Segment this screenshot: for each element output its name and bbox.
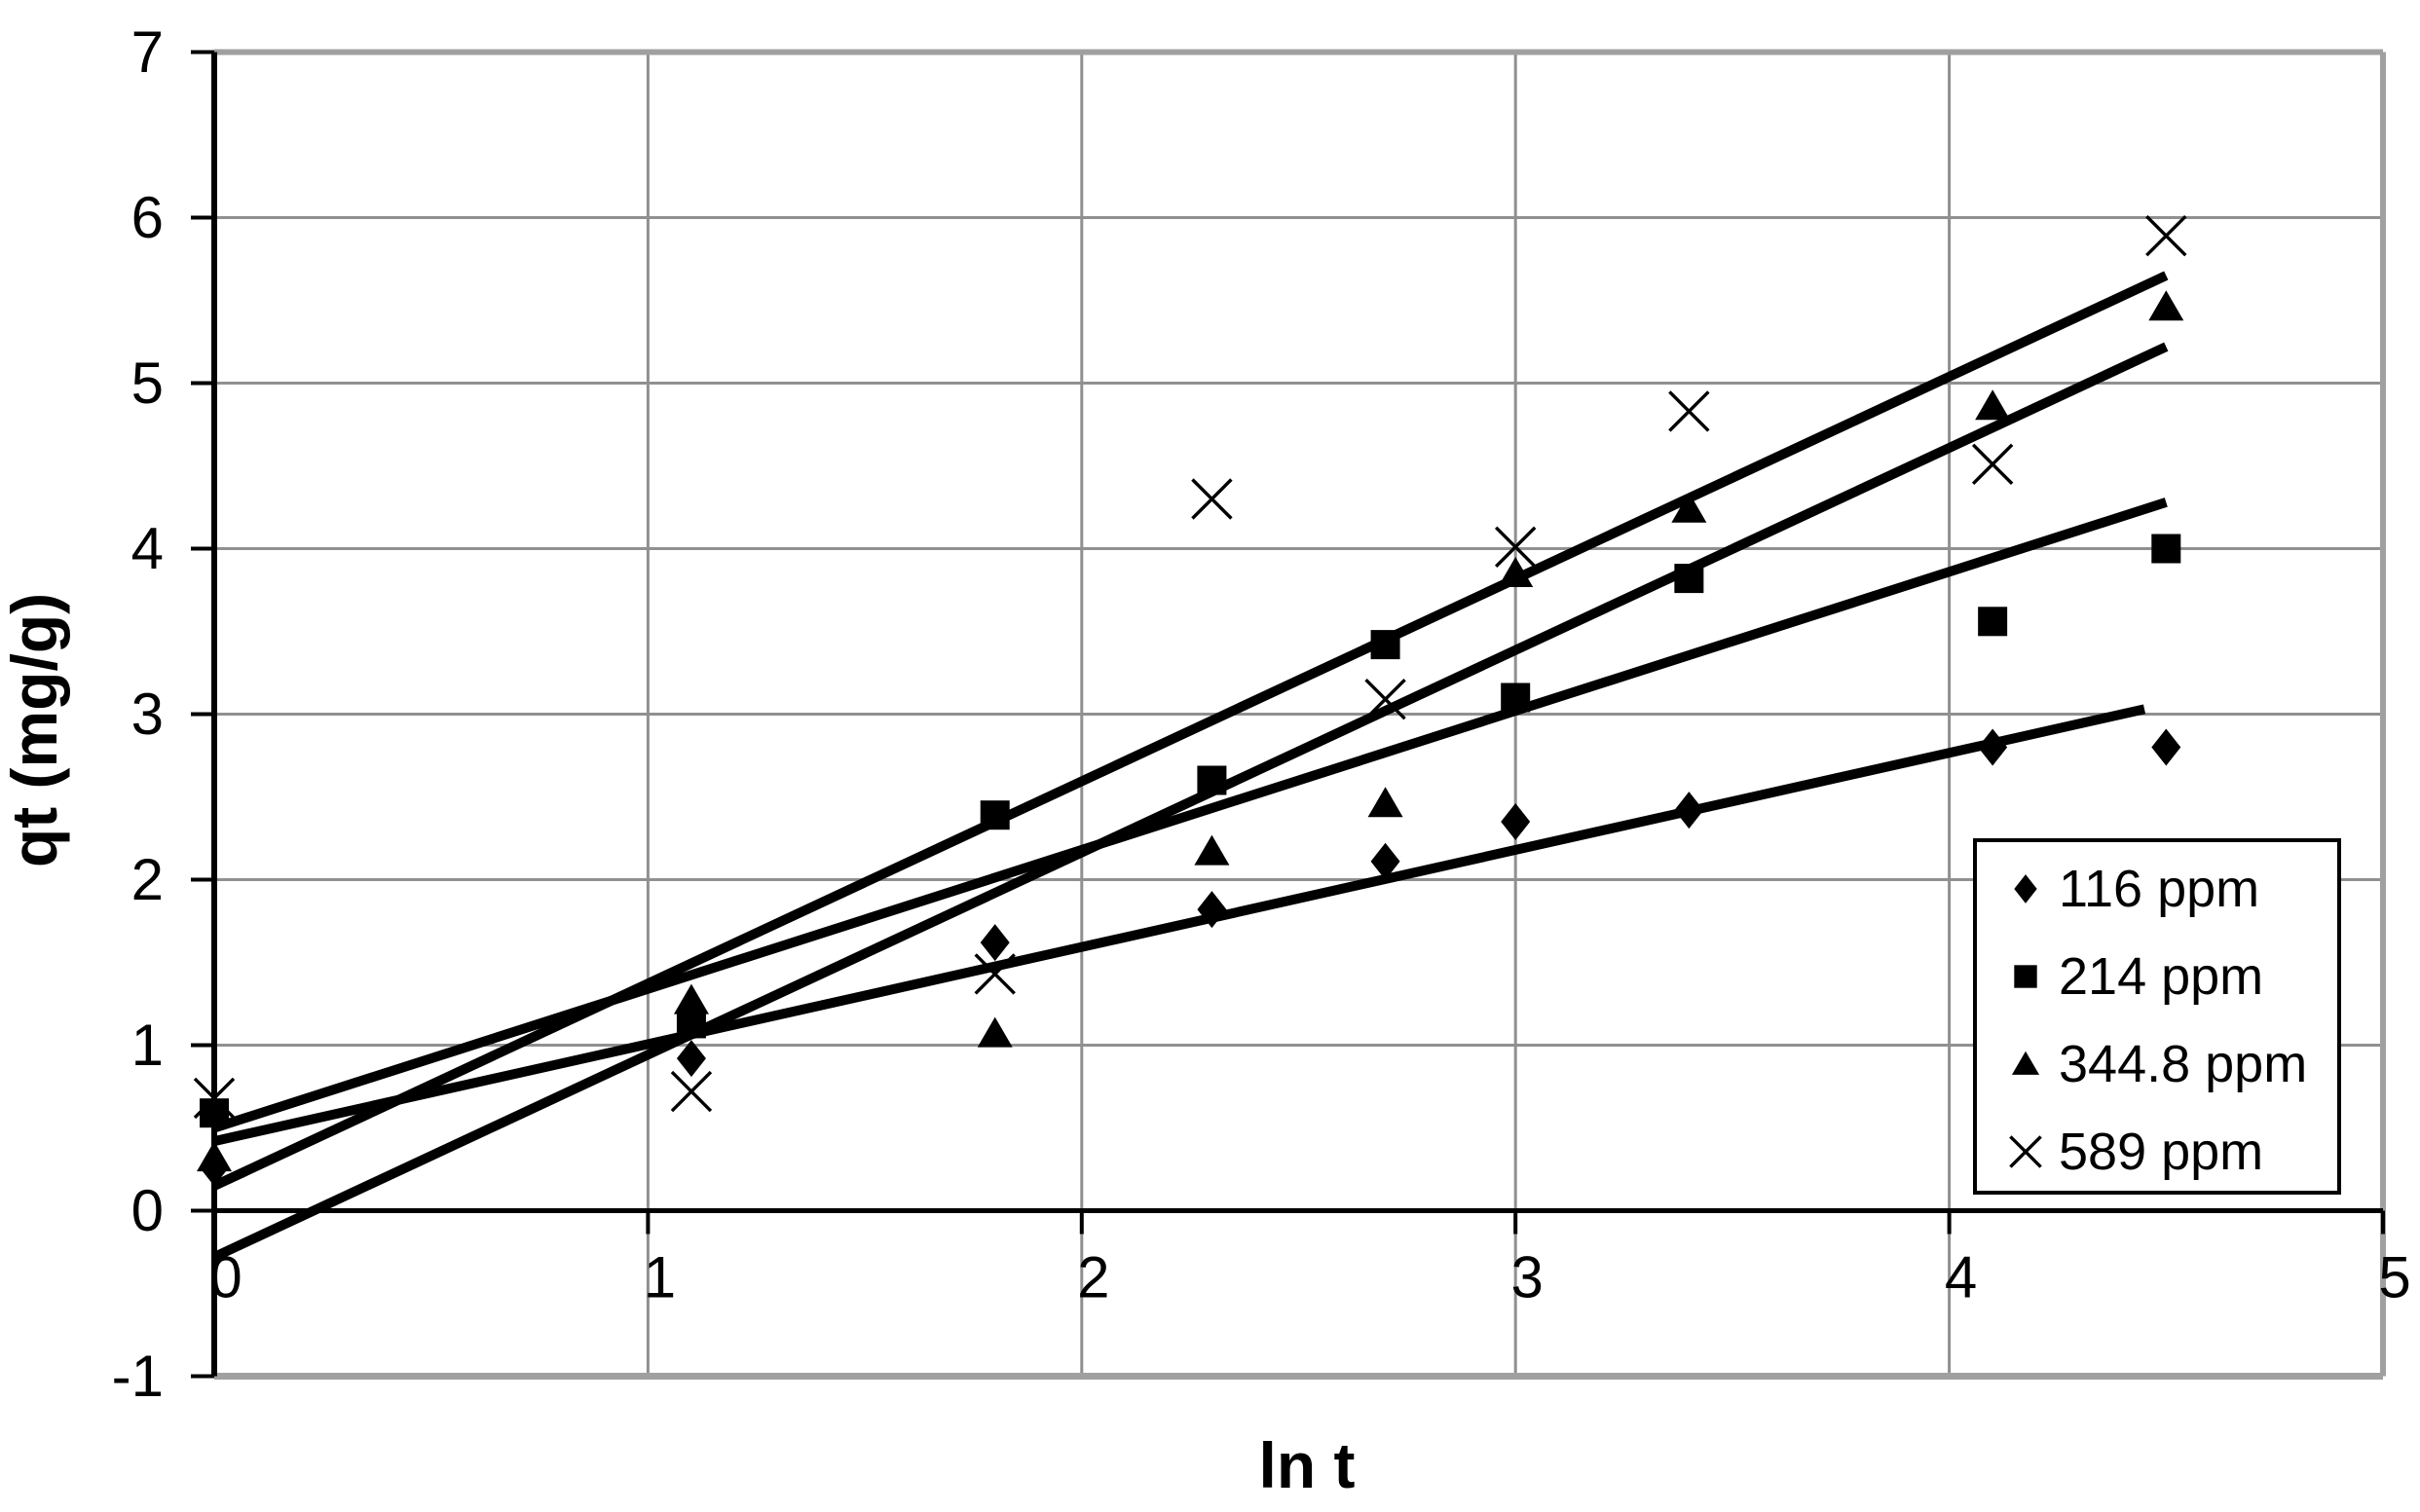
series-589-ppm (193, 214, 2187, 1120)
diamond-marker (2014, 874, 2037, 904)
y-tick-label: 0 (131, 1178, 164, 1243)
triangle-marker (1498, 557, 1534, 587)
square-marker (200, 1098, 229, 1128)
legend-label: 116 ppm (2059, 860, 2259, 918)
x-tick-label: 2 (1077, 1245, 1109, 1310)
x-marker (974, 953, 1016, 995)
x-marker-stroke (2009, 1135, 2042, 1168)
x-tick-label: 0 (209, 1245, 242, 1310)
triangle-marker (197, 1141, 232, 1172)
diamond-marker (1197, 891, 1227, 929)
x-marker-stroke (670, 1070, 713, 1113)
series-344-8-ppm (197, 290, 2184, 1172)
x-marker (2009, 1135, 2042, 1168)
x-tick-label: 5 (2378, 1245, 2410, 1310)
x-marker-stroke (1494, 526, 1537, 569)
diamond-marker (676, 1040, 706, 1078)
square-marker (980, 800, 1010, 830)
x-marker (1971, 443, 2014, 486)
y-tick-label: 3 (131, 682, 164, 747)
x-tick-label: 3 (1511, 1245, 1544, 1310)
x-marker-stroke (1364, 678, 1406, 720)
triangle-marker (2148, 290, 2184, 321)
y-tick-label: 5 (131, 350, 164, 416)
square-marker (1197, 765, 1227, 795)
gridlines (214, 52, 2383, 1377)
trendline-214-ppm (212, 498, 2168, 1133)
x-marker (2145, 214, 2187, 257)
diamond-marker (1501, 803, 1531, 840)
y-tick-label: 6 (131, 185, 164, 250)
trendline-116-ppm (212, 704, 2146, 1146)
diamond-marker (1978, 728, 2008, 766)
legend-item-116-ppm: 116 ppm (2014, 860, 2259, 918)
trendline-344-8-ppm (211, 342, 2169, 1262)
x-marker-stroke (1191, 478, 1233, 520)
x-marker-stroke (1668, 390, 1710, 432)
y-tick-label: 1 (131, 1013, 164, 1078)
x-marker-stroke (974, 953, 1016, 995)
triangle-marker (1671, 492, 1707, 523)
y-tick-label: 7 (131, 19, 164, 85)
data-series (193, 214, 2187, 1187)
square-marker (1674, 564, 1704, 594)
plot-border (214, 49, 2386, 1380)
legend: 116 ppm 214 ppm 344.8 ppm 589 ppm (1973, 838, 2341, 1195)
x-marker (670, 1070, 713, 1113)
triangle-marker (1975, 389, 2011, 421)
x-marker (1668, 390, 1710, 432)
x-tick-label: 4 (1945, 1245, 1977, 1310)
series-214-ppm (200, 534, 2181, 1128)
diamond-marker (980, 924, 1010, 962)
diamond-marker (2151, 728, 2181, 766)
legend-item-344-8-ppm: 344.8 ppm (2011, 1035, 2307, 1093)
trendlines (211, 271, 2169, 1262)
diamond-marker (1370, 842, 1400, 880)
square-marker (2151, 534, 2181, 564)
y-tick-label: 4 (131, 516, 164, 581)
x-marker (1191, 478, 1233, 520)
x-marker-stroke (1971, 443, 2014, 486)
square-marker (2014, 965, 2037, 988)
triangle-marker (1367, 787, 1403, 818)
x-marker-stroke (193, 1077, 236, 1120)
legend-label: 589 ppm (2059, 1123, 2263, 1181)
square-marker (1370, 630, 1400, 660)
legend-label: 344.8 ppm (2059, 1035, 2307, 1093)
square-marker (1978, 607, 2008, 637)
x-tick-label: 1 (644, 1245, 676, 1310)
series-116-ppm (200, 728, 2181, 1187)
x-marker (1494, 526, 1537, 569)
tick-labels: -1 0 1 2 3 4 5 6 7 0 1 2 3 4 5 (112, 19, 2411, 1409)
x-axis-title: ln t (1259, 1429, 1356, 1501)
triangle-marker (2011, 1051, 2040, 1075)
legend-box (1973, 838, 2341, 1195)
legend-label: 214 ppm (2059, 947, 2263, 1006)
diamond-marker (1674, 792, 1704, 830)
legend-item-589-ppm: 589 ppm (2009, 1123, 2263, 1181)
triangle-marker (1194, 834, 1230, 866)
legend-item-214-ppm: 214 ppm (2014, 947, 2263, 1006)
square-marker (1501, 682, 1531, 713)
triangle-marker (673, 983, 709, 1014)
y-tick-label: 2 (131, 847, 164, 912)
x-marker (1364, 678, 1406, 720)
y-axis-title: qt (mg/g) (0, 593, 70, 867)
y-tick-label: -1 (112, 1344, 164, 1409)
x-marker-stroke (2145, 214, 2187, 257)
trendline-589-ppm (211, 271, 2169, 1191)
triangle-marker (977, 1016, 1013, 1048)
x-marker (193, 1077, 236, 1120)
